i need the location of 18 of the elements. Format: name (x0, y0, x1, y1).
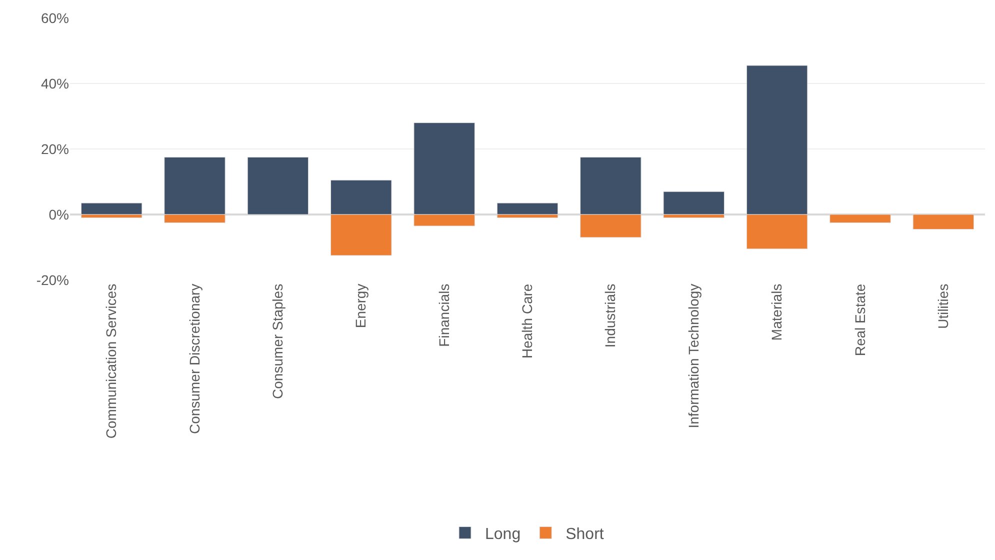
x-tick-label: Real Estate (852, 284, 868, 356)
x-tick-label: Utilities (934, 284, 951, 329)
y-tick-label: 20% (40, 140, 69, 157)
x-tick-label: Financials (436, 284, 452, 347)
x-tick-label: Information Technology (685, 284, 702, 428)
y-tick-label: 40% (40, 75, 69, 92)
x-tick-label: Communication Services (103, 284, 120, 439)
y-tick-label: 60% (40, 10, 69, 26)
x-tick-label: Consumer Staples (270, 284, 286, 399)
x-tick-label: Energy (352, 284, 369, 328)
legend-label: Long (485, 526, 521, 543)
x-tick-label: Consumer Discretionary (186, 284, 202, 434)
x-tick-label: Health Care (519, 284, 536, 359)
legend-label: Short (566, 526, 604, 543)
y-tick-label: 0% (48, 206, 69, 222)
x-tick-label: Industrials (602, 284, 618, 348)
y-tick-label: -20% (36, 272, 69, 288)
x-tick-label: Materials (768, 284, 785, 341)
